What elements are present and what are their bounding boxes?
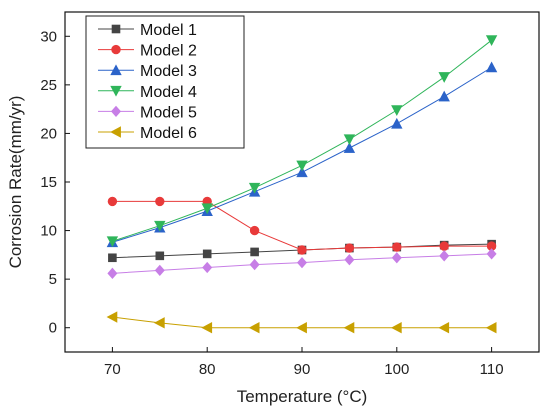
- legend-item-model-2: Model 2: [98, 43, 197, 60]
- data-point-model-6: [296, 322, 307, 334]
- data-point-model-5: [107, 267, 118, 279]
- series-line-model-2: [112, 200, 492, 251]
- data-point-model-2: [297, 245, 307, 255]
- data-point-model-6: [485, 322, 497, 334]
- data-point-model-4: [438, 72, 450, 83]
- legend-box: [85, 15, 245, 149]
- data-point-model-2: [249, 225, 260, 236]
- data-point-model-5: [154, 264, 165, 277]
- legend-label-model-5: Model 5: [140, 104, 197, 121]
- data-point-model-5: [249, 258, 260, 271]
- y-tick-label: 5: [49, 271, 57, 288]
- y-tick-label: 0: [49, 320, 57, 337]
- legend-item-model-3: Model 3: [98, 63, 197, 80]
- x-tick-label: 70: [104, 361, 121, 378]
- legend-item-model-6: Model 6: [98, 125, 197, 142]
- data-point-model-6: [248, 322, 260, 334]
- data-point-model-4: [154, 220, 166, 232]
- legend-label-model-3: Model 3: [140, 63, 197, 80]
- data-point-model-6: [106, 311, 118, 323]
- legend-label-model-4: Model 4: [140, 84, 197, 101]
- legend-item-model-4: Model 4: [98, 84, 197, 101]
- series-layer: [106, 35, 498, 334]
- series-model-5: [107, 248, 497, 279]
- data-point-model-1: [108, 253, 117, 263]
- data-point-model-5: [486, 248, 497, 260]
- legend-marker-model-3: [110, 64, 122, 76]
- data-point-model-2: [439, 241, 449, 251]
- data-point-model-4: [201, 203, 213, 215]
- y-axis-title: Corrosion Rate(mm/yr): [6, 96, 25, 269]
- data-point-model-3: [343, 142, 356, 153]
- data-point-model-4: [391, 105, 403, 116]
- data-point-model-5: [391, 252, 402, 264]
- data-point-model-4: [485, 35, 498, 47]
- series-model-4: [106, 35, 498, 248]
- data-point-model-3: [438, 90, 450, 102]
- data-point-model-3: [391, 117, 403, 129]
- series-model-3: [106, 61, 498, 248]
- data-point-model-2: [107, 196, 118, 207]
- data-point-model-5: [296, 256, 308, 269]
- data-point-model-4: [343, 134, 356, 146]
- data-point-model-3: [296, 166, 308, 178]
- y-tick-label: 25: [40, 77, 57, 94]
- legend-item-model-5: Model 5: [98, 104, 197, 121]
- legend-label-model-6: Model 6: [140, 125, 197, 142]
- data-point-model-1: [250, 247, 259, 257]
- legend: Model 1 Model 2 Model 3 Model 4 Model 5 Model…: [85, 15, 245, 149]
- x-tick-label: 110: [480, 361, 504, 378]
- y-tick-label: 30: [40, 28, 57, 45]
- legend-item-model-1: Model 1: [98, 22, 197, 39]
- axis-ticks: 70 80 90 100 110 0 5 10 15 20 25 30: [40, 28, 503, 378]
- data-point-model-4: [296, 160, 308, 172]
- legend-marker-model-5: [110, 105, 122, 118]
- y-tick-label: 20: [40, 125, 57, 142]
- data-point-model-5: [344, 254, 355, 266]
- x-tick-label: 100: [384, 361, 409, 378]
- data-point-model-6: [438, 322, 450, 334]
- data-point-model-4: [106, 236, 119, 248]
- y-tick-label: 15: [40, 174, 57, 191]
- series-model-6: [106, 311, 497, 334]
- data-point-model-2: [344, 243, 355, 253]
- x-tick-label: 90: [294, 361, 311, 378]
- legend-marker-model-2: [111, 44, 121, 55]
- legend-marker-model-6: [110, 126, 121, 138]
- x-axis-title: Temperature (°C): [237, 387, 368, 406]
- data-point-model-2: [155, 196, 165, 207]
- legend-marker-model-1: [111, 24, 121, 34]
- data-point-model-6: [390, 322, 402, 334]
- data-point-model-6: [201, 322, 213, 334]
- legend-label-model-2: Model 2: [140, 43, 197, 60]
- data-point-model-4: [248, 182, 261, 194]
- data-point-model-1: [155, 251, 165, 261]
- legend-marker-model-4: [110, 85, 122, 97]
- legend-label-model-1: Model 1: [140, 22, 197, 39]
- y-tick-label: 10: [40, 223, 57, 240]
- data-point-model-3: [485, 61, 498, 73]
- data-point-model-1: [202, 249, 212, 259]
- data-point-model-5: [202, 261, 213, 274]
- data-point-model-2: [392, 242, 402, 252]
- x-tick-label: 80: [199, 361, 216, 378]
- data-point-model-6: [153, 317, 165, 329]
- data-point-model-6: [343, 322, 355, 334]
- data-point-model-5: [439, 250, 450, 262]
